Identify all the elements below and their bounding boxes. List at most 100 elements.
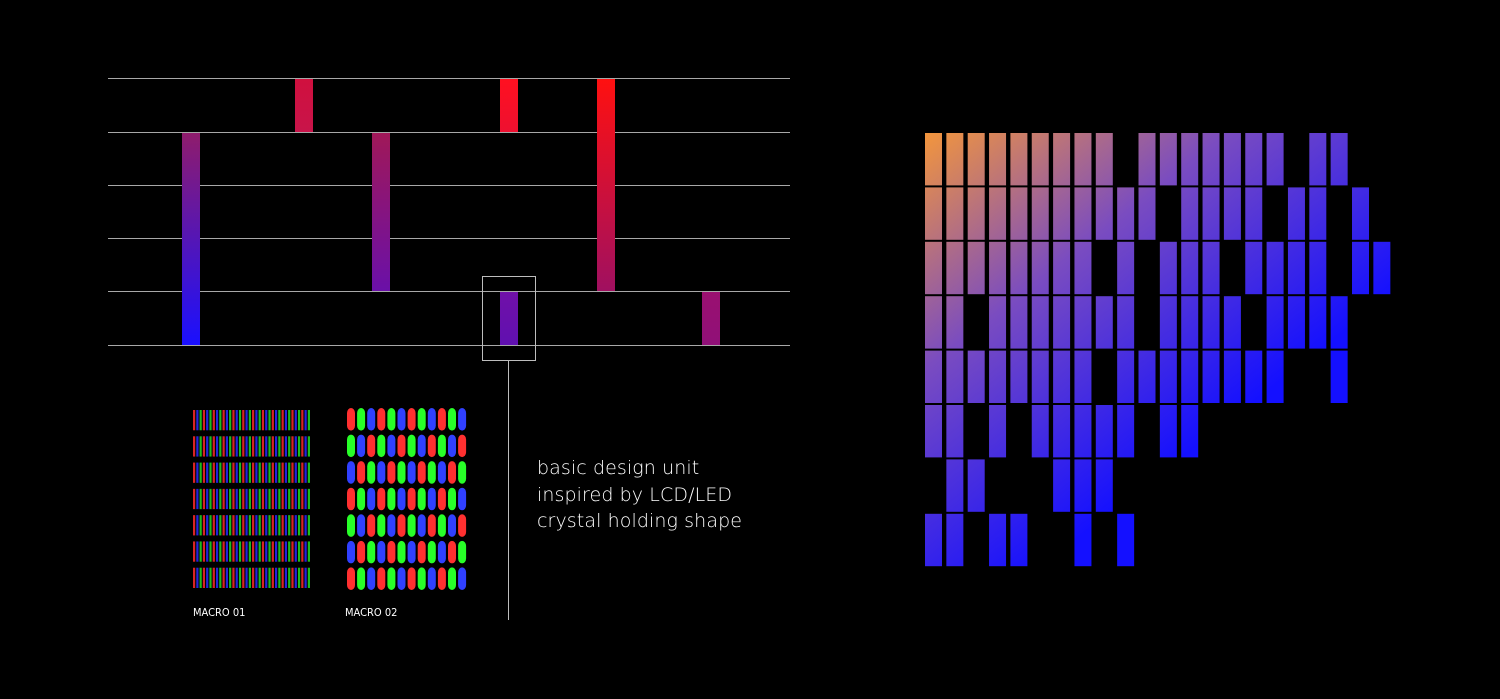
macro-01-subpixel xyxy=(255,436,258,457)
macro-01-subpixel xyxy=(242,515,245,536)
macro-01-subpixel xyxy=(271,488,274,510)
macro-01-subpixel xyxy=(307,567,310,588)
macro-01-subpixel xyxy=(245,462,248,483)
macro-01-subpixel xyxy=(268,410,271,431)
macro-01-subpixel xyxy=(284,515,288,536)
macro-01-subpixel xyxy=(235,567,238,588)
macro-01-subpixel xyxy=(248,410,251,431)
mosaic-cell xyxy=(1266,241,1284,295)
mosaic-cell xyxy=(989,187,1007,240)
macro-02-subpixel xyxy=(458,461,467,484)
macro-01-subpixel xyxy=(252,567,255,588)
macro-02-subpixel xyxy=(437,408,446,431)
macro-02-subpixel xyxy=(397,540,406,564)
gradient-mosaic xyxy=(925,133,1391,567)
macro-01-label: MACRO 01 xyxy=(193,606,246,619)
macro-01-subpixel xyxy=(275,410,278,431)
macro-01-subpixel xyxy=(275,515,278,536)
macro-01-subpixel xyxy=(199,436,202,457)
macro-01-subpixel xyxy=(235,488,238,510)
macro-01-subpixel xyxy=(219,541,222,562)
macro-01-subpixel xyxy=(301,410,304,431)
mosaic-cell xyxy=(1352,187,1369,240)
macro-01-subpixel xyxy=(232,436,235,457)
macro-01-subpixel xyxy=(284,567,288,588)
mosaic-cell xyxy=(1245,241,1263,295)
mosaic-cell xyxy=(1053,459,1071,512)
macro-01-subpixel xyxy=(196,488,199,510)
macro-01-subpixel xyxy=(215,462,219,483)
macro-01-subpixel xyxy=(245,541,248,562)
macro-01-subpixel xyxy=(238,567,242,588)
macro-01-subpixel xyxy=(222,462,225,483)
mosaic-cell xyxy=(1202,187,1220,240)
macro-02-subpixel xyxy=(377,567,386,590)
mosaic-cell xyxy=(1309,187,1327,240)
macro-01-subpixel xyxy=(291,410,294,431)
mosaic-cell xyxy=(1181,350,1199,403)
macro-01-subpixel xyxy=(232,410,235,431)
macro-01-subpixel xyxy=(278,567,281,588)
caption-line-2: inspired by LCD/LED xyxy=(537,483,733,506)
macro-01-subpixel xyxy=(304,436,307,457)
macro-01-subpixel xyxy=(196,515,199,536)
macro-01-subpixel xyxy=(245,567,248,588)
macro-01-subpixel xyxy=(268,436,271,457)
macro-01-subpixel xyxy=(271,567,274,588)
macro-02-subpixel xyxy=(417,487,426,511)
mosaic-cell xyxy=(1117,187,1135,240)
macro-02-subpixel xyxy=(417,567,426,590)
macro-02-subpixel xyxy=(397,514,406,537)
macro-02-subpixel xyxy=(407,434,416,458)
macro-02-subpixel xyxy=(417,514,426,537)
macro-02-subpixel xyxy=(448,514,456,537)
macro-01-subpixel xyxy=(238,410,242,431)
macro-01-subpixel xyxy=(238,488,242,510)
macro-01-subpixel xyxy=(193,567,196,588)
macro-01-subpixel xyxy=(235,515,238,536)
macro-02-subpixel xyxy=(347,540,355,564)
mosaic-cell xyxy=(1181,405,1199,458)
mosaic-cell xyxy=(1223,187,1241,240)
macro-01-subpixel xyxy=(297,541,301,562)
mosaic-cell xyxy=(967,459,985,512)
mosaic-cell xyxy=(925,350,942,403)
macro-01-subpixel xyxy=(301,567,304,588)
staff-bar xyxy=(500,79,518,132)
macro-01-subpixel xyxy=(245,488,248,510)
macro-02-subpixel xyxy=(448,487,456,511)
macro-01-subpixel xyxy=(202,515,206,536)
macro-01-subpixel xyxy=(202,488,206,510)
mosaic-cell xyxy=(1159,133,1177,186)
macro-02-subpixel xyxy=(347,434,355,458)
mosaic-cell xyxy=(989,133,1007,186)
macro-01-subpixel xyxy=(268,567,271,588)
macro-02-subpixel xyxy=(347,461,355,484)
mosaic-cell xyxy=(946,459,964,512)
mosaic-cell xyxy=(1138,187,1156,240)
macro-01-subpixel xyxy=(193,410,196,431)
macro-01-subpixel xyxy=(199,541,202,562)
macro-01-subpixel xyxy=(193,462,196,483)
macro-01-subpixel xyxy=(248,567,251,588)
macro-01-subpixel xyxy=(215,541,219,562)
macro-01-subpixel xyxy=(281,436,284,457)
mosaic-cell xyxy=(1138,133,1156,186)
macro-01-subpixel xyxy=(219,488,222,510)
macro-01-subpixel xyxy=(193,488,196,510)
macro-01-subpixel xyxy=(294,462,297,483)
staff-bar xyxy=(597,79,615,291)
mosaic-cell xyxy=(1202,296,1220,349)
mosaic-cell xyxy=(1159,405,1177,458)
design-unit-caption: basic design unit inspired by LCD/LED cr… xyxy=(537,455,742,535)
mosaic-cell xyxy=(1223,133,1241,186)
mosaic-cell xyxy=(946,350,964,403)
macro-02-subpixel xyxy=(347,514,355,537)
mosaic-cell xyxy=(1159,241,1177,295)
macro-02-subpixel xyxy=(448,408,456,431)
macro-01-subpixel xyxy=(202,410,206,431)
macro-01-subpixel xyxy=(215,410,219,431)
mosaic-cell xyxy=(1053,241,1071,295)
mosaic-cell xyxy=(967,187,985,240)
macro-01-subpixel xyxy=(199,488,202,510)
